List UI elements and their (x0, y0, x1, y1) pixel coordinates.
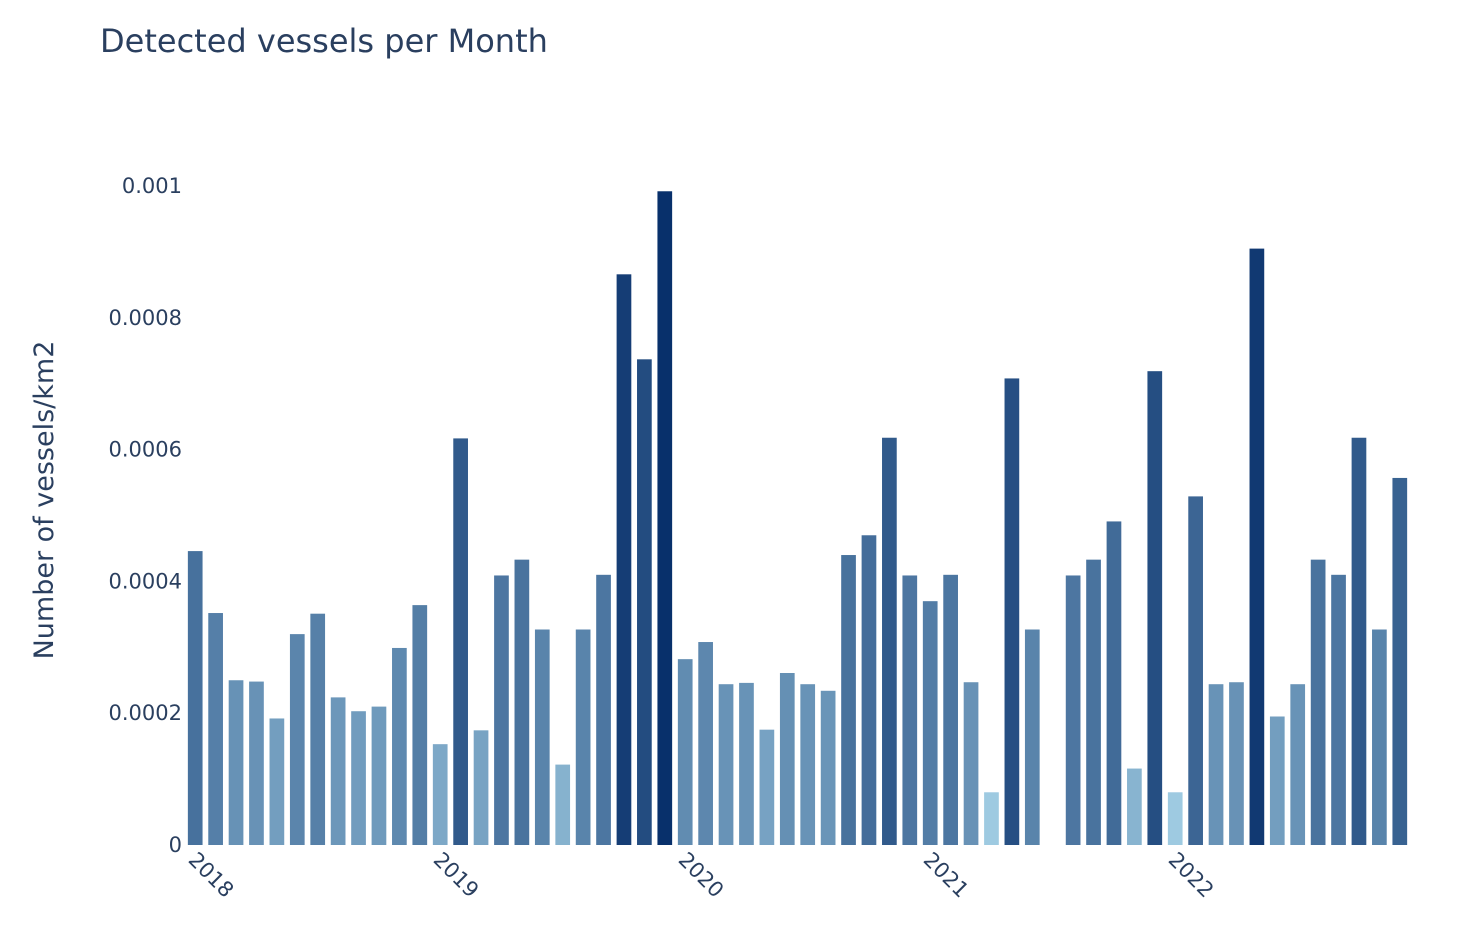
x-tick-label: 2021 (919, 848, 974, 903)
bar-2019-06 (534, 629, 550, 845)
bar-2018-05 (269, 718, 285, 845)
bar-2021-05 (1004, 378, 1020, 845)
x-tick-label: 2020 (674, 848, 729, 903)
bar-2019-10 (616, 274, 632, 845)
bar-2022-05 (1249, 248, 1265, 846)
y-tick-label: 0.0002 (109, 701, 182, 725)
bar-2022-07 (1290, 684, 1306, 845)
bar-2018-10 (371, 706, 387, 845)
bar-2019-01 (432, 744, 448, 845)
y-tick-label: 0.0004 (109, 569, 182, 593)
y-axis-ticks: 0 0.0002 0.0004 0.0006 0.0008 0.001 (109, 174, 182, 857)
bar-2022-10 (1351, 437, 1367, 845)
bar-2019-08 (575, 629, 591, 845)
bar-2020-06 (779, 673, 795, 845)
chart-title: Detected vessels per Month (100, 22, 548, 60)
bar-2020-07 (800, 684, 816, 845)
bars-group (187, 191, 1408, 846)
bar-2022-11 (1372, 629, 1387, 845)
bar-2021-11 (1127, 768, 1142, 845)
bar-2020-08 (820, 690, 836, 845)
bar-2021-09 (1086, 559, 1101, 845)
x-tick-label: 2018 (184, 848, 239, 903)
bar-2020-03 (718, 684, 734, 845)
bar-2019-12 (657, 191, 673, 845)
bar-2019-02 (453, 438, 468, 845)
bar-2020-09 (841, 555, 856, 845)
bar-2021-02 (943, 574, 958, 845)
bar-2019-05 (514, 559, 530, 845)
y-tick-label: 0 (169, 833, 182, 857)
bar-2021-04 (984, 792, 999, 845)
y-tick-label: 0.0008 (109, 306, 182, 330)
bar-2019-09 (596, 574, 611, 845)
bar-2018-12 (412, 605, 428, 845)
bar-2021-03 (963, 682, 979, 845)
x-tick-label: 2019 (429, 848, 484, 903)
bar-2019-03 (473, 730, 489, 845)
bar-2018-11 (392, 647, 407, 845)
bar-2022-04 (1229, 682, 1244, 845)
bar-2018-02 (208, 613, 223, 845)
bar-2018-08 (330, 697, 346, 845)
bar-2019-07 (555, 764, 571, 845)
bar-2019-04 (494, 575, 509, 845)
bar-2022-03 (1208, 684, 1224, 845)
bar-2020-10 (861, 535, 877, 845)
bar-2018-03 (228, 680, 244, 845)
bar-2021-06 (1024, 629, 1040, 845)
bar-2018-07 (310, 613, 326, 845)
bar-2022-01 (1167, 792, 1183, 845)
bar-2020-12 (902, 575, 918, 845)
y-tick-label: 0.001 (122, 174, 182, 198)
bar-2019-11 (637, 359, 652, 845)
bar-2020-01 (677, 659, 693, 845)
x-tick-label: 2022 (1164, 848, 1219, 903)
bar-2018-06 (289, 634, 305, 845)
x-axis-ticks: 2018 2019 2020 2021 2022 (184, 848, 1219, 903)
bar-2021-01 (922, 601, 938, 845)
bar-2020-02 (698, 642, 713, 845)
bar-2018-04 (249, 681, 264, 845)
bar-2021-10 (1106, 521, 1122, 845)
bar-2021-12 (1147, 371, 1163, 845)
bar-2022-12 (1392, 477, 1408, 845)
y-axis-title: Number of vessels/km2 (29, 341, 60, 660)
bar-2022-02 (1188, 496, 1203, 845)
bar-2022-06 (1269, 716, 1285, 845)
bar-2022-08 (1310, 559, 1326, 845)
bar-2020-05 (759, 729, 775, 845)
bar-2018-01 (187, 551, 203, 845)
bar-2020-04 (739, 682, 754, 845)
bar-2020-11 (882, 437, 897, 845)
y-tick-label: 0.0006 (109, 438, 182, 462)
bar-2021-08 (1065, 575, 1081, 845)
bar-2022-09 (1331, 574, 1346, 845)
bar-2018-09 (351, 711, 366, 845)
